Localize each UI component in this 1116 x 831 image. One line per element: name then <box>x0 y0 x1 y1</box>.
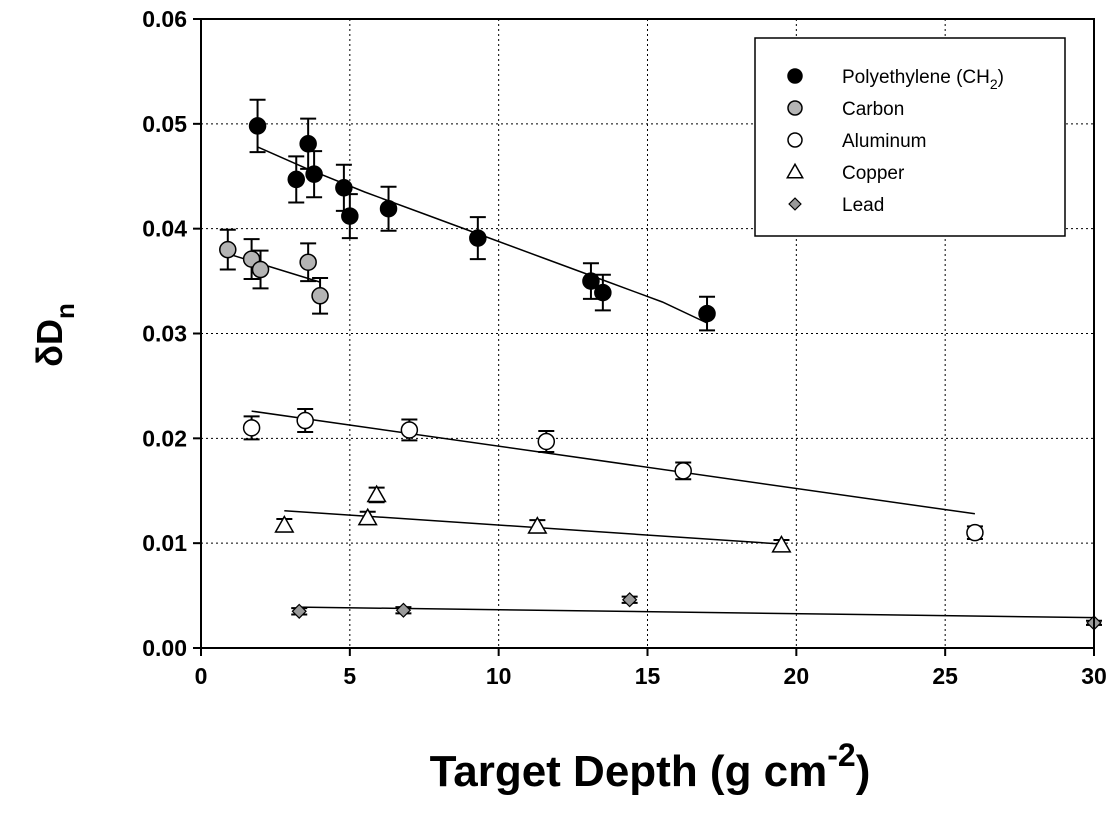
legend-marker-aluminum <box>787 132 803 148</box>
polyethylene-ch2-point <box>287 170 306 189</box>
polyethylene-ch2-point <box>335 179 353 197</box>
copper-point <box>771 534 792 553</box>
polyethylene-ch2-point <box>379 199 398 218</box>
aluminum-point <box>242 419 261 437</box>
x-tick-label: 25 <box>932 663 958 689</box>
carbon-point <box>219 240 237 259</box>
copper-point <box>274 515 295 533</box>
aluminum-point <box>674 462 692 480</box>
y-tick-label: 0.04 <box>142 216 187 242</box>
lead-point <box>395 602 412 618</box>
polyethylene-ch2-point <box>582 272 600 290</box>
x-tick-label: 10 <box>486 663 512 689</box>
copper-point <box>366 484 387 503</box>
polyethylene-ch2-point <box>341 207 359 225</box>
carbon-point <box>299 253 317 271</box>
legend-label-copper: Copper <box>842 163 905 184</box>
x-axis-title-superscript: -2 <box>827 737 855 773</box>
polyethylene-ch2-point <box>594 283 612 302</box>
legend-box <box>754 37 1066 237</box>
y-axis-title-main: δD <box>29 319 70 367</box>
legend: Polyethylene (CH2) Carbon Aluminum Copper Le… <box>754 37 1066 237</box>
aluminum-fit-line <box>251 410 976 515</box>
polyethylene-ch2-point <box>248 117 267 135</box>
x-tick-label: 20 <box>784 663 810 689</box>
aluminum-point <box>537 432 556 451</box>
grid-lines <box>201 19 1094 648</box>
x-tick-label: 5 <box>343 663 356 689</box>
y-tick-label: 0.05 <box>142 111 187 137</box>
legend-marker-carbon <box>787 100 803 116</box>
polyethylene-ch2-point <box>469 229 487 247</box>
legend-label-aluminum: Aluminum <box>842 131 926 152</box>
legend-label-carbon: Carbon <box>842 99 904 120</box>
x-axis-ticks: 0 5 10 15 20 25 30 <box>195 648 1107 689</box>
y-axis-title: δDn <box>29 303 80 367</box>
legend-label-lead: Lead <box>842 195 884 216</box>
legend-marker-lead <box>788 197 802 211</box>
y-tick-label: 0.00 <box>142 635 187 661</box>
aluminum-point <box>400 421 419 439</box>
legend-label-polyethylene-ch2: Polyethylene (CH2) <box>842 67 1004 92</box>
y-tick-label: 0.02 <box>142 425 187 451</box>
x-tick-label: 30 <box>1081 663 1107 689</box>
aluminum-point <box>296 411 314 430</box>
lead-point <box>291 603 307 619</box>
carbon-point <box>251 260 270 279</box>
polyethylene-ch2-point <box>299 135 317 153</box>
data-points <box>219 117 1102 631</box>
y-tick-label: 0.03 <box>142 321 187 347</box>
legend-marker-polyethylene-ch2 <box>787 68 803 84</box>
y-axis-ticks: 0.00 0.01 0.02 0.03 0.04 0.05 0.06 <box>142 6 201 661</box>
copper-point <box>527 516 548 534</box>
x-axis-title-close: ) <box>856 747 871 796</box>
polyethylene-ch2-point <box>305 165 323 183</box>
x-tick-label: 15 <box>635 663 661 689</box>
x-axis-title: Target Depth (g cm-2) <box>430 737 871 796</box>
y-tick-label: 0.01 <box>142 530 187 556</box>
aluminum-point <box>966 523 984 542</box>
y-axis-title-subscript: n <box>50 303 80 319</box>
lead-point <box>621 592 638 608</box>
legend-marker-copper <box>786 162 804 179</box>
y-tick-label: 0.06 <box>142 6 187 32</box>
polyethylene-ch2-point <box>698 304 716 323</box>
x-tick-label: 0 <box>195 663 208 689</box>
x-axis-title-main: Target Depth (g cm <box>430 747 828 796</box>
carbon-point <box>311 287 329 305</box>
lead-fit-line <box>299 606 1095 619</box>
copper-point <box>357 507 378 526</box>
